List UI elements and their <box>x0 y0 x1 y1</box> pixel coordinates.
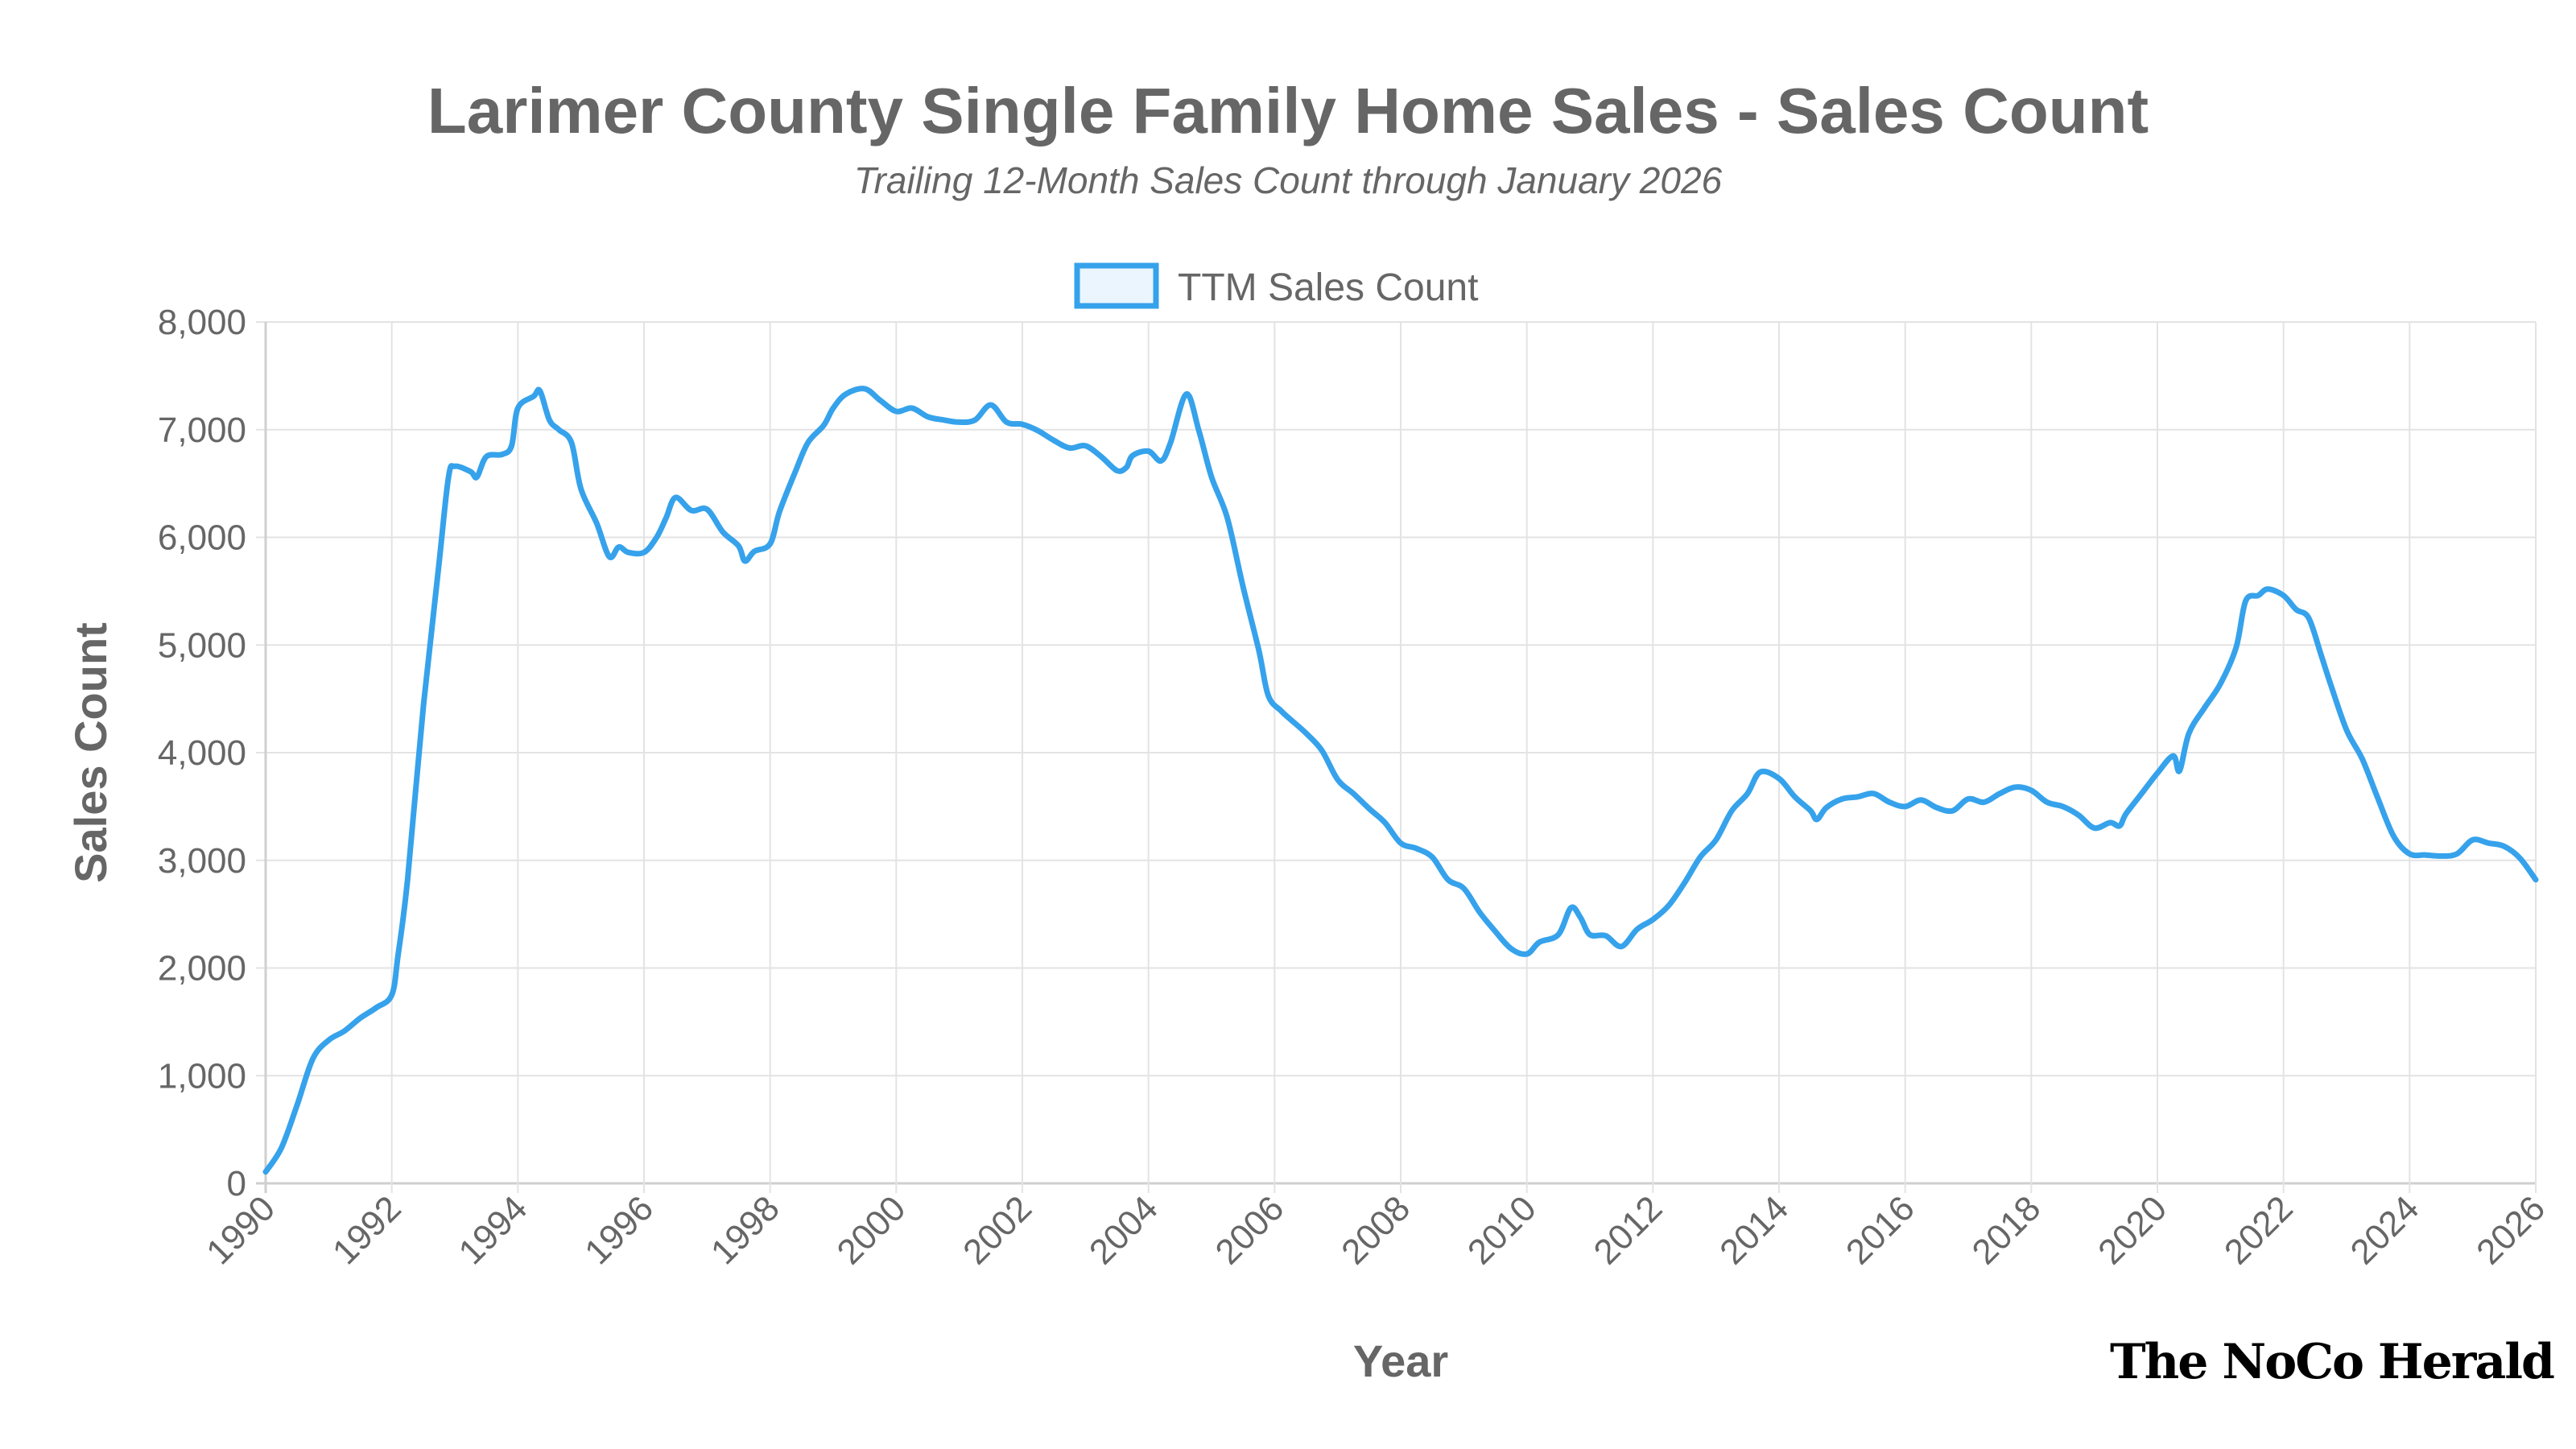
x-tick-label: 2014 <box>1712 1188 1796 1272</box>
x-tick-label: 2012 <box>1587 1188 1670 1272</box>
x-tick-label: 2008 <box>1334 1188 1418 1272</box>
y-tick-label: 7,000 <box>158 411 246 450</box>
x-axis-ticks: 1990 1992 1994 1996 1998 2000 2002 2004 2006 2008… <box>199 1188 2553 1272</box>
x-tick-label: 2020 <box>2091 1188 2174 1272</box>
y-tick-label: 6,000 <box>158 518 246 558</box>
y-axis-ticks: 0 1,000 2,000 3,000 4,000 5,000 6,000 7,000 8,00… <box>158 303 246 1203</box>
x-tick-label: 2016 <box>1839 1188 1922 1272</box>
legend-swatch <box>1074 262 1159 309</box>
chart-subtitle: Trailing 12-Month Sales Count through Ja… <box>854 159 1723 201</box>
x-tick-label: 2026 <box>2469 1188 2553 1272</box>
x-tick-label: 1994 <box>452 1188 535 1272</box>
gridlines <box>256 321 2537 1193</box>
x-axis-title: Year <box>1353 1335 1448 1386</box>
x-tick-label: 2002 <box>956 1188 1039 1272</box>
x-tick-label: 2022 <box>2217 1188 2301 1272</box>
legend-label: TTM Sales Count <box>1178 266 1478 309</box>
noco-herald-logo: The NoCo Herald <box>2110 1334 2554 1390</box>
y-tick-label: 8,000 <box>158 303 246 342</box>
series-line-0 <box>262 386 2539 1175</box>
x-tick-label: 2010 <box>1460 1188 1544 1272</box>
series-layer <box>262 386 2539 1175</box>
x-tick-label: 1996 <box>577 1188 661 1272</box>
x-tick-label: 2006 <box>1208 1188 1292 1272</box>
y-tick-label: 1,000 <box>158 1056 246 1096</box>
y-tick-label: 4,000 <box>158 733 246 773</box>
x-tick-label: 2004 <box>1082 1188 1166 1272</box>
x-tick-label: 2018 <box>1965 1188 2049 1272</box>
y-tick-label: 3,000 <box>158 841 246 881</box>
y-tick-label: 2,000 <box>158 949 246 989</box>
y-tick-label: 5,000 <box>158 625 246 665</box>
x-tick-label: 1998 <box>704 1188 787 1272</box>
x-tick-label: 1992 <box>325 1188 409 1272</box>
chart-title: Larimer County Single Family Home Sales … <box>427 75 2149 147</box>
y-tick-label: 0 <box>227 1164 246 1203</box>
x-tick-label: 2024 <box>2343 1188 2427 1272</box>
x-tick-label: 2000 <box>830 1188 914 1272</box>
y-axis-title: Sales Count <box>65 622 116 883</box>
legend[interactable]: TTM Sales Count <box>1074 262 1478 309</box>
